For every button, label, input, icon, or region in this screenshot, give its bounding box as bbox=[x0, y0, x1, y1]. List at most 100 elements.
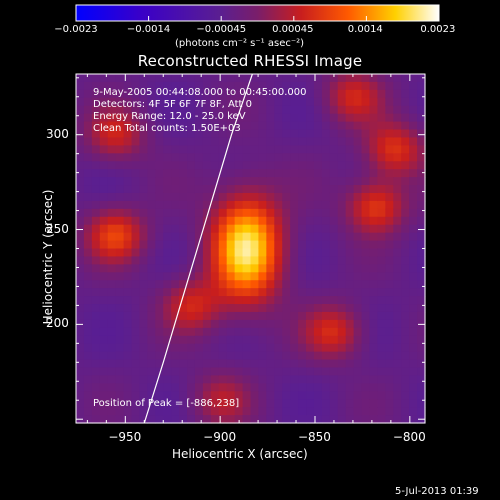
heatmap-cell bbox=[282, 415, 291, 424]
heatmap-cell bbox=[345, 375, 355, 384]
heatmap-cell bbox=[313, 74, 323, 83]
heatmap-cell bbox=[99, 399, 109, 408]
heatmap-cell bbox=[361, 185, 371, 194]
heatmap-cell bbox=[91, 311, 101, 321]
heatmap-cell bbox=[155, 304, 164, 313]
heatmap-cell bbox=[313, 89, 323, 99]
heatmap-cell bbox=[393, 81, 402, 91]
heatmap-cell bbox=[393, 208, 402, 218]
heatmap-cell bbox=[202, 177, 212, 186]
heatmap-cell bbox=[306, 415, 315, 424]
heatmap-cell bbox=[91, 137, 101, 146]
heatmap-cell bbox=[401, 208, 410, 218]
heatmap-cell bbox=[83, 208, 93, 218]
heatmap-cell bbox=[377, 264, 386, 273]
heatmap-cell bbox=[345, 272, 355, 281]
heatmap-cell bbox=[242, 185, 252, 194]
heatmap-cell bbox=[242, 399, 252, 408]
heatmap-cell bbox=[194, 343, 204, 353]
heatmap-cell bbox=[131, 288, 141, 297]
heatmap-cell bbox=[258, 169, 267, 178]
heatmap-cell bbox=[194, 311, 204, 321]
heatmap-cell bbox=[242, 264, 252, 273]
heatmap-cell bbox=[115, 399, 125, 408]
heatmap-cell bbox=[242, 153, 252, 162]
heatmap-cell bbox=[171, 415, 180, 424]
heatmap-cell bbox=[409, 177, 418, 186]
heatmap-cell bbox=[353, 415, 363, 424]
heatmap-cell bbox=[218, 200, 228, 210]
heatmap-cell bbox=[258, 343, 267, 353]
heatmap-cell bbox=[179, 200, 188, 210]
heatmap-cell bbox=[401, 105, 410, 115]
heatmap-cell bbox=[385, 256, 394, 265]
heatmap-cell bbox=[298, 248, 307, 258]
heatmap-cell bbox=[361, 137, 371, 146]
heatmap-cell bbox=[99, 153, 109, 162]
heatmap-cell bbox=[306, 288, 315, 297]
heatmap-cell bbox=[226, 407, 236, 416]
heatmap-cell bbox=[266, 185, 275, 194]
heatmap-cell bbox=[163, 208, 172, 218]
heatmap-cell bbox=[401, 200, 410, 210]
heatmap-cell bbox=[377, 208, 386, 218]
heatmap-cell bbox=[337, 121, 347, 131]
heatmap-cell bbox=[139, 169, 148, 178]
heatmap-cell bbox=[171, 224, 180, 234]
heatmap-cell bbox=[76, 161, 85, 170]
heatmap-cell bbox=[258, 335, 267, 345]
heatmap-cell bbox=[139, 192, 148, 202]
heatmap-cell bbox=[210, 367, 220, 377]
heatmap-cell bbox=[115, 288, 125, 297]
heatmap-cell bbox=[76, 407, 85, 416]
heatmap-cell bbox=[258, 407, 267, 416]
heatmap-cell bbox=[234, 81, 244, 91]
heatmap-cell bbox=[99, 327, 109, 337]
heatmap-cell bbox=[321, 137, 331, 146]
heatmap-cell bbox=[306, 399, 315, 408]
heatmap-cell bbox=[210, 240, 220, 250]
heatmap-cell bbox=[83, 351, 93, 361]
heatmap-cell bbox=[401, 264, 410, 273]
heatmap-cell bbox=[401, 113, 410, 123]
heatmap-cell bbox=[385, 367, 394, 377]
heatmap-cell bbox=[187, 272, 196, 281]
heatmap-cell bbox=[377, 351, 386, 361]
heatmap-cell bbox=[76, 200, 85, 210]
heatmap-cell bbox=[210, 391, 220, 400]
heatmap-cell bbox=[115, 169, 125, 178]
heatmap-cell bbox=[258, 192, 267, 202]
heatmap-cell bbox=[99, 192, 109, 202]
heatmap-cell bbox=[187, 359, 196, 369]
heatmap-cell bbox=[194, 177, 204, 186]
heatmap-cell bbox=[369, 288, 379, 297]
heatmap-cell bbox=[409, 264, 418, 273]
heatmap-cell bbox=[306, 311, 315, 321]
heatmap-cell bbox=[91, 391, 101, 400]
heatmap-cell bbox=[306, 232, 315, 242]
heatmap-cell bbox=[321, 288, 331, 297]
heatmap-cell bbox=[210, 296, 220, 305]
heatmap-cell bbox=[306, 248, 315, 258]
heatmap-cell bbox=[194, 256, 204, 265]
heatmap-cell bbox=[282, 185, 291, 194]
heatmap-cell bbox=[218, 343, 228, 353]
heatmap-cell bbox=[83, 200, 93, 210]
heatmap-cell bbox=[258, 391, 267, 400]
heatmap-cell bbox=[274, 304, 283, 313]
heatmap-cell bbox=[274, 224, 283, 234]
heatmap-cell bbox=[99, 311, 109, 321]
heatmap-cell bbox=[91, 169, 101, 178]
heatmap-cell bbox=[377, 367, 386, 377]
heatmap-cell bbox=[139, 359, 148, 369]
heatmap-cell bbox=[131, 367, 141, 377]
heatmap-cell bbox=[107, 200, 117, 210]
heatmap-cell bbox=[393, 224, 402, 234]
heatmap-cell bbox=[337, 256, 347, 265]
heatmap-cell bbox=[329, 153, 339, 162]
heatmap-cell bbox=[345, 288, 355, 297]
heatmap-cell bbox=[409, 137, 418, 146]
heatmap-cell bbox=[171, 288, 180, 297]
heatmap-cell bbox=[282, 351, 291, 361]
heatmap-cell bbox=[282, 232, 291, 242]
